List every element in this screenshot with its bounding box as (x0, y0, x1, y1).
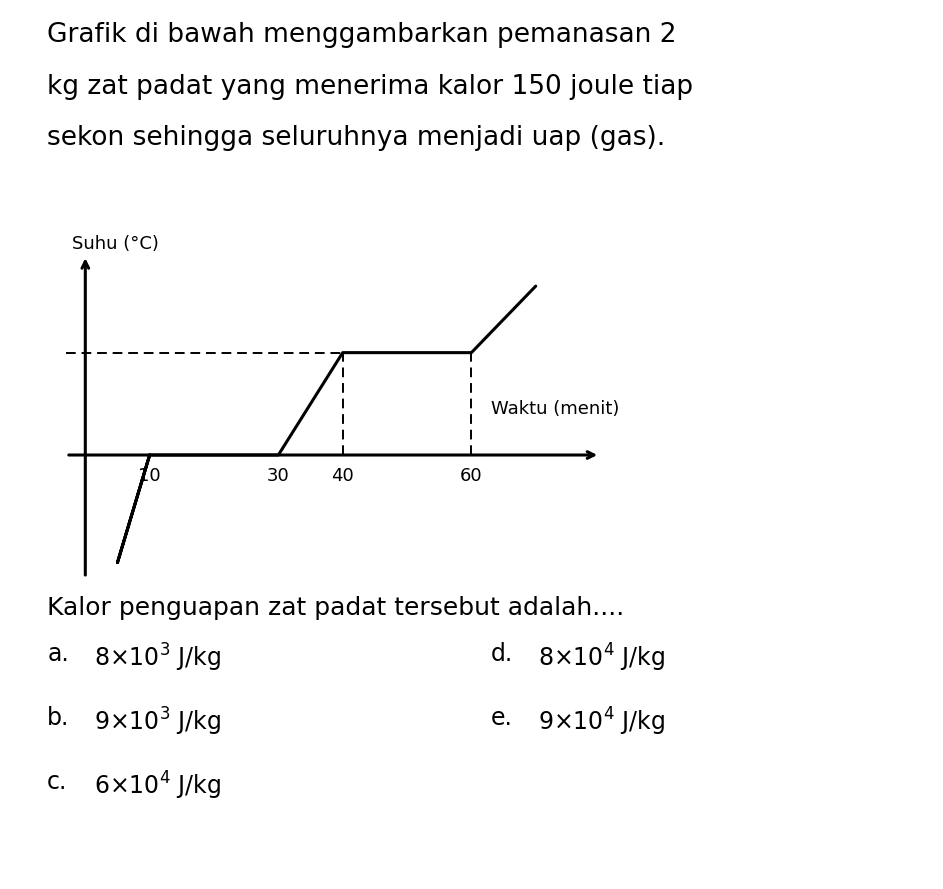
Text: $9 × 10^{4}$ J/kg: $9 × 10^{4}$ J/kg (538, 706, 665, 738)
Text: 30: 30 (267, 468, 290, 485)
Text: d.: d. (490, 642, 513, 666)
Text: $6 × 10^{4}$ J/kg: $6 × 10^{4}$ J/kg (94, 770, 222, 802)
Text: 10: 10 (139, 468, 161, 485)
Text: kg zat padat yang menerima kalor 150 joule tiap: kg zat padat yang menerima kalor 150 jou… (47, 74, 693, 100)
Text: $8 × 10^{4}$ J/kg: $8 × 10^{4}$ J/kg (538, 642, 665, 674)
Text: a.: a. (47, 642, 69, 666)
Text: c.: c. (47, 770, 68, 794)
Text: Grafik di bawah menggambarkan pemanasan 2: Grafik di bawah menggambarkan pemanasan … (47, 22, 677, 48)
Text: $8 × 10^{3}$ J/kg: $8 × 10^{3}$ J/kg (94, 642, 222, 674)
Text: $9 × 10^{3}$ J/kg: $9 × 10^{3}$ J/kg (94, 706, 222, 738)
Text: e.: e. (490, 706, 512, 730)
Text: 60: 60 (460, 468, 483, 485)
Text: sekon sehingga seluruhnya menjadi uap (gas).: sekon sehingga seluruhnya menjadi uap (g… (47, 125, 666, 151)
Text: Suhu (°C): Suhu (°C) (73, 236, 159, 253)
Text: Kalor penguapan zat padat tersebut adalah....: Kalor penguapan zat padat tersebut adala… (47, 596, 624, 620)
Text: 40: 40 (331, 468, 354, 485)
Text: Waktu (menit): Waktu (menit) (490, 400, 619, 418)
Text: b.: b. (47, 706, 70, 730)
